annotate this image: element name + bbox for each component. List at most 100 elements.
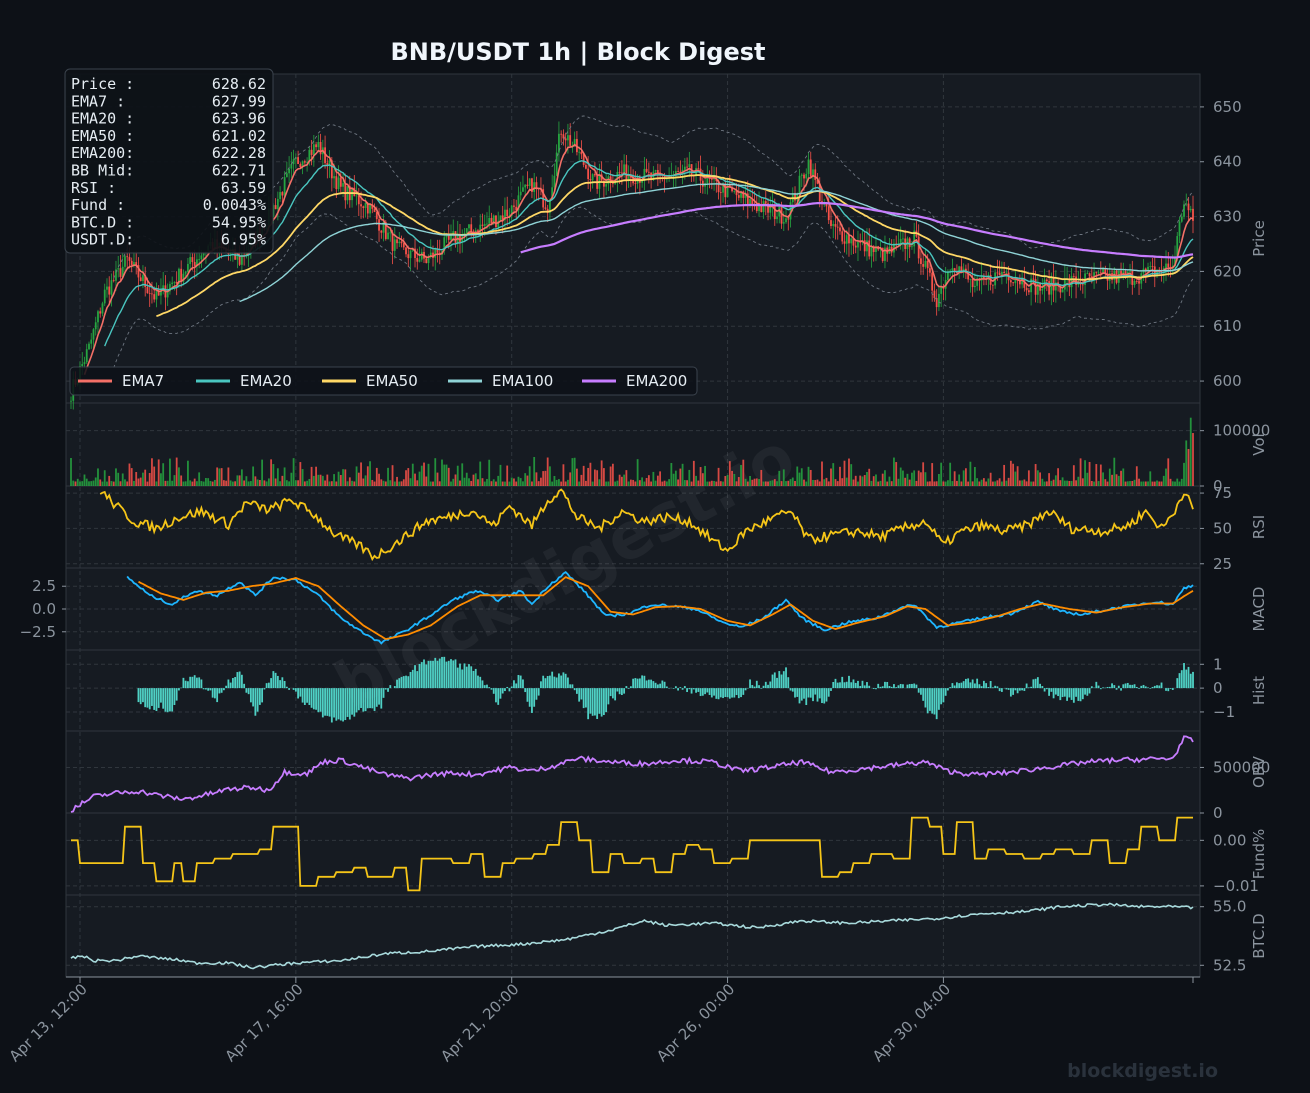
candle-body xyxy=(1183,204,1185,217)
volume-bar xyxy=(1034,464,1037,486)
volume-bar xyxy=(330,481,333,486)
candle-body xyxy=(535,182,538,189)
histogram-bar xyxy=(807,688,810,698)
volume-bar xyxy=(582,465,585,486)
volume-bar xyxy=(351,480,353,486)
volume-bar xyxy=(859,475,862,486)
volume-bar xyxy=(704,465,706,486)
histogram-bar xyxy=(479,676,482,689)
histogram-bar xyxy=(931,688,934,714)
volume-bar xyxy=(769,480,772,486)
volume-bar xyxy=(807,466,810,486)
volume-bar xyxy=(389,480,392,486)
volume-bar xyxy=(126,481,129,486)
volume-bar xyxy=(609,466,612,486)
volume-bar xyxy=(407,468,410,486)
candle-body xyxy=(787,218,790,220)
volume-bar xyxy=(562,464,565,486)
candle-body xyxy=(515,206,518,211)
histogram-bar xyxy=(940,688,943,705)
histogram-bar xyxy=(906,684,909,689)
histogram-bar xyxy=(733,688,736,698)
y-axis-label-price: Price xyxy=(1250,220,1268,257)
volume-bar xyxy=(1185,440,1188,486)
histogram-bar xyxy=(632,678,635,689)
histogram-bar xyxy=(276,675,279,689)
candle-body xyxy=(169,284,171,292)
histogram-bar xyxy=(1160,682,1163,689)
histogram-bar xyxy=(1000,688,1003,692)
histogram-bar xyxy=(1036,677,1039,689)
histogram-bar xyxy=(1192,671,1194,689)
candle-body xyxy=(722,183,724,193)
volume-bar xyxy=(965,468,967,486)
histogram-bar xyxy=(393,686,396,689)
histogram-bar xyxy=(663,681,666,689)
volume-bar xyxy=(357,472,360,486)
candle-body xyxy=(112,280,115,282)
histogram-bar xyxy=(616,688,619,692)
histogram-bar xyxy=(935,688,938,720)
histogram-bar xyxy=(263,688,266,690)
volume-bar xyxy=(189,480,192,486)
volume-bar xyxy=(661,481,664,486)
volume-bar xyxy=(463,477,466,486)
candle-body xyxy=(99,311,102,314)
legend-label-ema50: EMA50 xyxy=(366,372,418,390)
candle-body xyxy=(841,231,844,242)
candle-body xyxy=(101,303,104,314)
candle-body xyxy=(432,252,434,258)
histogram-bar xyxy=(1108,686,1111,689)
histogram-bar xyxy=(245,688,248,693)
volume-bar xyxy=(605,481,608,486)
candle-body xyxy=(171,282,174,285)
histogram-bar xyxy=(526,688,529,702)
candle-body xyxy=(531,178,533,192)
volume-bar xyxy=(427,463,430,486)
histogram-bar xyxy=(247,688,250,695)
legend-frame xyxy=(69,366,698,396)
histogram-bar xyxy=(704,688,706,695)
histogram-bar xyxy=(1014,688,1017,691)
histogram-bar xyxy=(504,688,506,692)
volume-bar xyxy=(477,479,479,486)
histogram-bar xyxy=(1012,688,1015,695)
volume-bar xyxy=(542,471,545,486)
volume-bar xyxy=(169,458,171,486)
histogram-bar xyxy=(380,688,383,709)
candle-body xyxy=(315,144,317,148)
volume-bar xyxy=(483,481,486,486)
candle-body xyxy=(620,172,623,174)
histogram-bar xyxy=(425,664,428,689)
volume-bar xyxy=(148,472,151,486)
volume-bar xyxy=(470,480,473,486)
histogram-bar xyxy=(620,688,623,695)
volume-bar xyxy=(591,481,594,486)
histogram-bar xyxy=(1111,683,1113,689)
candle-body xyxy=(389,232,392,234)
volume-bar xyxy=(497,475,500,486)
volume-bar xyxy=(906,473,909,486)
histogram-bar xyxy=(537,688,540,696)
volume-bar xyxy=(1120,470,1122,486)
candle-body xyxy=(769,207,772,213)
histogram-bar xyxy=(1039,683,1042,689)
histogram-bar xyxy=(834,678,837,689)
histogram-bar xyxy=(151,688,153,706)
histogram-bar xyxy=(884,681,886,689)
candle-body xyxy=(816,179,819,184)
volume-bar xyxy=(641,477,644,486)
info-row-value: 54.95% xyxy=(212,213,266,231)
candle-body xyxy=(701,180,704,187)
volume-bar xyxy=(160,473,162,486)
histogram-bar xyxy=(798,688,801,704)
histogram-bar xyxy=(618,688,621,695)
histogram-bar xyxy=(254,688,257,716)
histogram-bar xyxy=(506,686,509,689)
candle-body xyxy=(859,241,862,243)
candle-body xyxy=(483,223,486,226)
histogram-bar xyxy=(872,688,875,690)
histogram-bar xyxy=(827,688,830,697)
histogram-bar xyxy=(1151,686,1154,689)
histogram-bar xyxy=(400,676,403,689)
